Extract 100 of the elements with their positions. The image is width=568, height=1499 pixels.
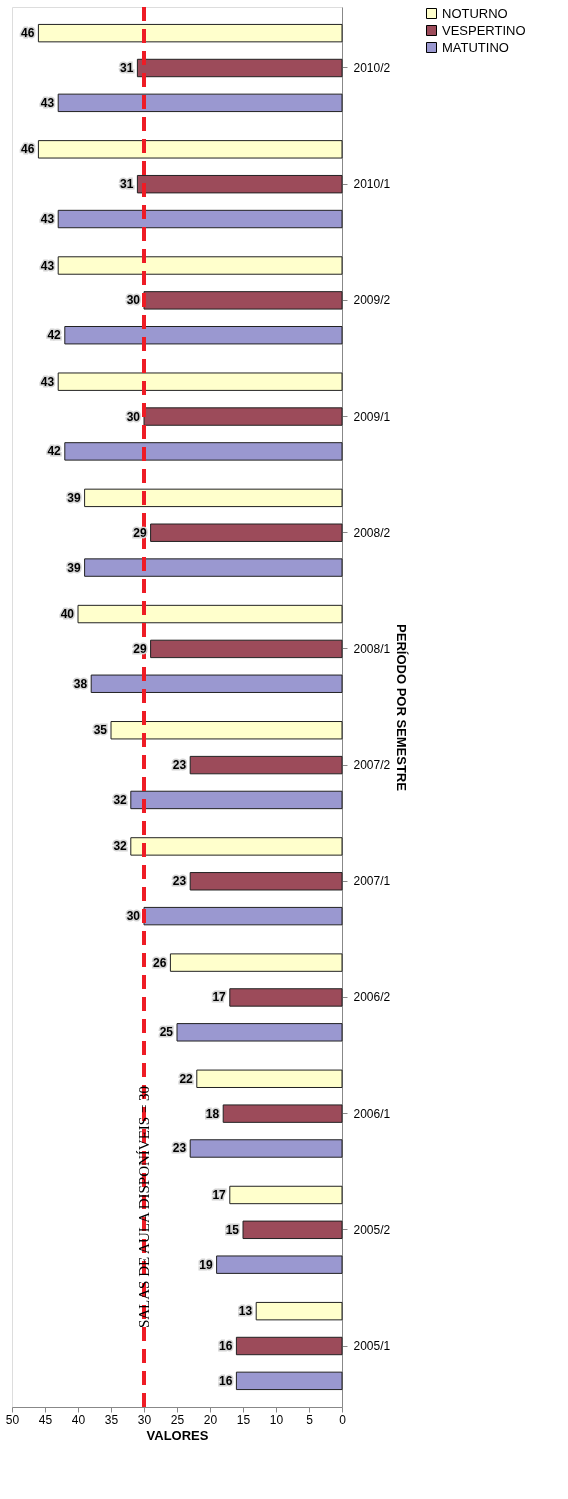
data-label: 29 [133,525,147,540]
data-label: 43 [40,95,55,110]
bar [136,58,343,78]
bar [242,1220,343,1240]
data-label: 23 [172,874,187,889]
x-tick-label: 45 [38,1412,53,1427]
bar [235,1336,343,1356]
data-label: 30 [126,409,141,424]
x-tick-label: 30 [137,1412,152,1427]
data-label: 46 [21,142,35,157]
x-tick-label: 0 [339,1412,347,1427]
bar [216,1255,343,1274]
data-label: 46 [21,26,35,41]
data-label: 31 [120,61,134,75]
y-tick-label: 2010/1 [353,177,391,192]
bar [255,1301,343,1321]
data-label: 43 [40,212,55,227]
x-tick-label: 15 [236,1412,251,1427]
bar [130,790,343,810]
y-tick-label: 2008/2 [353,525,391,540]
bar [222,1104,343,1123]
bar [150,639,343,659]
bar [235,1371,343,1391]
data-label: 42 [47,444,62,459]
x-tick-label: 40 [71,1412,86,1427]
bar [196,1069,343,1088]
data-label: 15 [225,1222,240,1237]
data-label: 30 [126,909,141,924]
y-axis-title: PERÍODO POR SEMESTRE [394,624,410,792]
legend-label: NOTURNO [442,5,508,21]
bar [189,755,343,775]
bar [136,174,343,194]
legend-label: VESPERTINO [442,22,526,38]
bar [130,837,343,856]
y-tick-label: 2007/2 [353,758,391,773]
data-label: 23 [172,1141,187,1156]
data-label: 39 [67,490,81,505]
bar [90,674,343,693]
data-label: 18 [205,1106,220,1121]
bar [84,488,343,508]
y-tick-label: 2009/1 [353,409,391,424]
bar [57,93,343,113]
data-label: 23 [172,758,187,773]
data-label: 43 [40,374,55,389]
data-label: 40 [60,607,75,622]
data-label: 13 [238,1304,253,1319]
bar [229,1185,343,1205]
bar [189,1139,343,1158]
data-label: 22 [179,1071,194,1086]
data-label: 43 [40,258,55,273]
y-tick-label: 2007/1 [353,874,391,889]
data-label: 32 [113,839,128,854]
bar [37,140,343,159]
data-label: 30 [126,293,141,308]
data-label: 32 [113,792,128,807]
bar [57,209,343,229]
bar [110,721,343,740]
legend-label: MATUTINO [442,39,509,55]
bar [37,23,343,43]
data-label: 39 [67,560,81,575]
bar [229,988,343,1007]
x-axis-title: VALORES [146,1427,209,1443]
bar [64,326,343,345]
x-tick-label: 50 [5,1412,20,1427]
y-tick-label: 2008/1 [353,641,391,656]
x-tick-label: 25 [170,1412,185,1427]
y-tick-label: 2010/2 [353,61,391,75]
bar [143,906,343,926]
y-tick-label: 2006/2 [353,990,391,1005]
bar [57,256,343,275]
bar [143,407,343,426]
y-tick-label: 2009/2 [353,293,391,308]
bar [189,872,343,891]
x-tick-label: 35 [104,1412,119,1427]
data-label: 38 [73,676,88,691]
y-tick-label: 2005/1 [353,1339,391,1353]
x-tick-label: 10 [269,1412,284,1427]
data-label: 25 [159,1025,174,1040]
data-label: 42 [47,328,62,343]
data-label: 19 [199,1257,213,1272]
bar [84,558,343,577]
y-tick-label: 2006/1 [353,1106,391,1121]
data-label: 35 [93,723,108,738]
data-label: 26 [153,955,167,970]
bar [57,372,343,391]
x-tick-label: 20 [203,1412,218,1427]
data-label: 16 [219,1339,233,1353]
y-tick-label: 2005/2 [353,1222,391,1237]
data-label: 17 [212,1187,227,1202]
ref-line-label: SALAS DE AULA DISPONÍVEIS = 30 [136,1085,152,1329]
bar [64,442,343,461]
data-label: 31 [120,177,134,192]
bar [176,1023,343,1042]
bar [169,953,343,972]
x-tick-label: 5 [306,1412,314,1427]
bar [150,523,343,542]
bar [143,291,343,310]
data-label: 17 [212,990,227,1005]
bar [77,604,343,624]
data-label: 16 [219,1373,233,1388]
